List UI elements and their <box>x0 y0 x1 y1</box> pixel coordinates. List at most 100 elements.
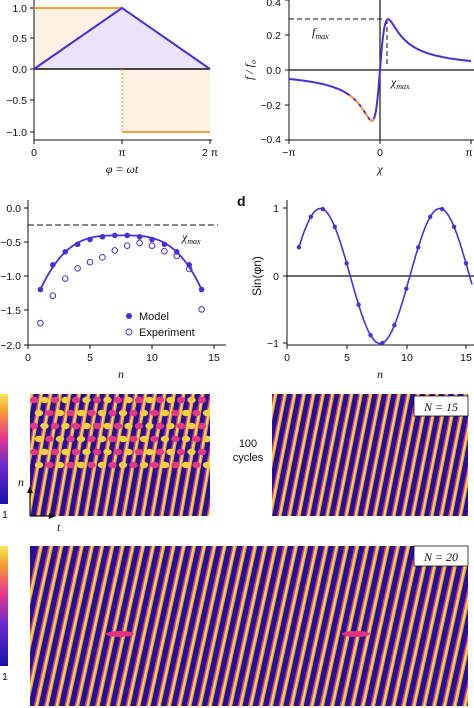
chaos-blob <box>139 435 149 443</box>
xtick-label: 2 π <box>202 147 218 159</box>
stripe <box>290 546 328 706</box>
chaos-blob <box>155 422 165 430</box>
stripe <box>272 394 284 454</box>
experiment-point <box>86 258 94 266</box>
chaos-blob <box>166 448 175 456</box>
stripe <box>208 507 210 516</box>
chaos-blob <box>134 448 144 456</box>
stripe <box>268 546 305 706</box>
n20-label: N = 20 <box>423 550 458 564</box>
stripe <box>459 472 468 516</box>
stripe <box>321 546 358 706</box>
chaos-blob <box>71 396 81 404</box>
chaos-blob <box>97 435 107 443</box>
stripe <box>54 546 91 706</box>
xtick-label: 5 <box>344 352 350 364</box>
stripe <box>381 394 408 516</box>
x-axis-label: χ <box>376 162 383 176</box>
stripe <box>351 546 389 706</box>
stripe <box>272 394 278 422</box>
xtick-label: 15 <box>460 352 472 364</box>
chaos-blob <box>82 396 91 404</box>
stripe <box>74 546 112 706</box>
chaos-blob <box>129 461 138 469</box>
stripe <box>354 394 381 516</box>
xtick-label: 5 <box>87 352 93 364</box>
chaos-blob <box>55 409 65 417</box>
chaos-blob <box>76 461 86 469</box>
stripe <box>453 641 468 706</box>
chart-sin-phi-n: d 1 0 −1 0 5 10 15 n Sin(φn) <box>237 193 474 381</box>
stripe <box>319 546 356 706</box>
stripe <box>30 394 31 397</box>
stripe <box>331 546 369 706</box>
chimax-annotation: χmax <box>181 230 201 246</box>
stripe <box>260 546 297 706</box>
stripe <box>286 394 313 516</box>
scatter-points <box>37 232 205 327</box>
chaos-blob <box>166 396 175 404</box>
stripe <box>158 546 195 706</box>
chaos-blob <box>97 409 107 417</box>
model-point <box>74 241 81 248</box>
stripe <box>272 394 297 516</box>
chaos-blob <box>87 409 96 417</box>
chaos-blob <box>129 435 138 443</box>
stripe <box>438 394 465 516</box>
chaos-blob <box>197 422 207 430</box>
stripe <box>309 546 346 706</box>
stripe <box>209 546 246 706</box>
chaos-blob <box>202 461 210 469</box>
stripe <box>362 394 389 516</box>
stripe <box>272 394 275 406</box>
stripe <box>86 546 124 706</box>
ytick-label: 0.0 <box>266 65 281 77</box>
stripe <box>334 394 360 516</box>
chaos-blob <box>61 422 70 430</box>
experiment-point <box>161 247 168 255</box>
chaos-blob <box>197 448 207 456</box>
stripe <box>431 546 468 706</box>
ytick-label: −2.0 <box>0 340 21 352</box>
chaos-blob <box>61 448 70 456</box>
stripe <box>413 546 450 706</box>
experiment-point <box>185 265 193 273</box>
xtick-label: 15 <box>208 352 220 364</box>
stripe <box>198 546 236 706</box>
stripe <box>410 394 436 516</box>
experiment-point <box>136 239 143 247</box>
stripe <box>353 394 379 516</box>
stripe <box>278 546 316 706</box>
n15-label: N = 15 <box>423 400 458 414</box>
chaos-blob <box>192 435 201 443</box>
stripe <box>440 394 467 516</box>
chaos-blob <box>181 409 191 417</box>
chaos-blob <box>50 396 60 404</box>
chaos-blob <box>113 448 123 456</box>
stripe <box>423 546 460 706</box>
stripe <box>206 497 210 516</box>
stripe <box>76 546 114 706</box>
stripe <box>272 394 286 463</box>
sin-point <box>428 214 433 220</box>
force-curve <box>289 18 471 122</box>
stripe <box>429 394 455 516</box>
model-point <box>87 236 93 243</box>
chaos-blob <box>40 422 49 430</box>
stripe <box>30 394 33 407</box>
stripe <box>335 394 362 516</box>
stripe <box>94 546 132 706</box>
experiment-point <box>74 264 81 272</box>
chaos-blob <box>82 448 91 456</box>
stripe <box>391 394 417 516</box>
stripe <box>227 546 265 706</box>
stripe <box>392 394 419 516</box>
chaos-blob <box>103 448 112 456</box>
stripe <box>237 546 275 706</box>
stripe <box>298 546 336 706</box>
stripe <box>176 546 214 706</box>
sin-point <box>380 340 385 346</box>
triangle-wave-line <box>33 6 211 70</box>
kymograph-left <box>30 394 210 516</box>
experiment-point <box>61 275 69 282</box>
